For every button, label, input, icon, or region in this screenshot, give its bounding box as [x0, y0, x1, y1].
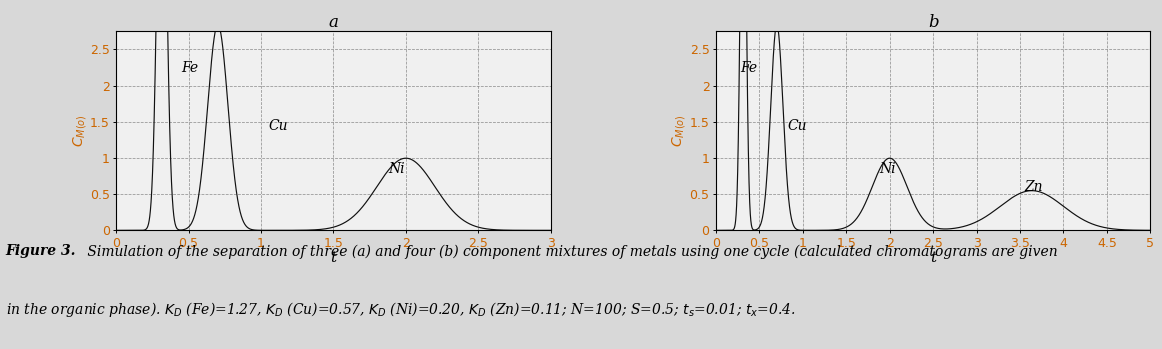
Title: a: a	[329, 14, 338, 31]
Text: Fe: Fe	[740, 61, 758, 75]
X-axis label: t: t	[930, 251, 937, 265]
Text: Fe: Fe	[181, 61, 199, 75]
Y-axis label: $C_{M(o)}$: $C_{M(o)}$	[670, 114, 688, 147]
X-axis label: t: t	[330, 251, 337, 265]
Y-axis label: $C_{M(o)}$: $C_{M(o)}$	[71, 114, 88, 147]
Text: Ni: Ni	[388, 162, 406, 176]
Text: Simulation of the separation of three (a) and four (b) component mixtures of met: Simulation of the separation of three (a…	[83, 244, 1057, 259]
Text: Cu: Cu	[787, 119, 806, 133]
Text: Ni: Ni	[880, 162, 896, 176]
Title: b: b	[927, 14, 939, 31]
Text: Figure 3.: Figure 3.	[6, 244, 77, 258]
Text: Zn: Zn	[1025, 180, 1042, 194]
Text: in the organic phase). $\mathit{K}$$_{\mathit{D}}$ (Fe)=1.27, $\mathit{K}$$_{\ma: in the organic phase). $\mathit{K}$$_{\m…	[6, 300, 796, 319]
Text: Cu: Cu	[268, 119, 288, 133]
